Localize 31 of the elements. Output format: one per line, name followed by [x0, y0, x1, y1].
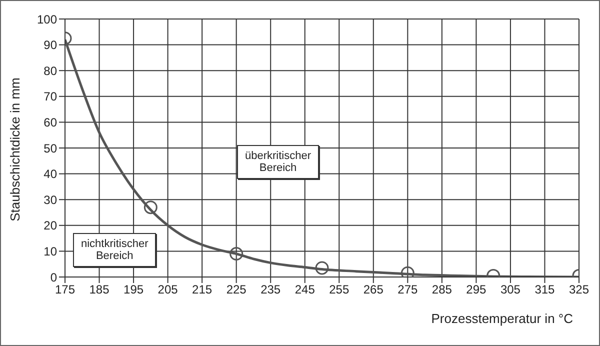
- x-tick-label: 225: [226, 282, 247, 297]
- y-tick-label: 40: [44, 167, 58, 182]
- x-tick-label: 315: [534, 282, 556, 297]
- x-tick-label: 255: [329, 282, 350, 297]
- x-tick-label: 245: [294, 282, 316, 297]
- y-tick-label: 50: [44, 141, 58, 156]
- x-tick-label: 265: [363, 282, 384, 297]
- x-tick-label: 285: [432, 282, 452, 297]
- y-tick-label: 20: [44, 218, 58, 233]
- y-axis-title: Staubschichtdicke in mm: [8, 77, 22, 221]
- x-tick-label: 185: [89, 282, 110, 297]
- x-tick-label: 205: [158, 282, 178, 297]
- x-axis-title: Prozesstemperatur in °C: [431, 311, 573, 326]
- x-tick-label: 325: [568, 282, 590, 297]
- annotation: überkritischer Bereich: [237, 145, 320, 179]
- x-tick-label: 215: [192, 282, 212, 297]
- y-tick-label: 30: [44, 192, 58, 207]
- annotation: nichtkritischer Bereich: [73, 233, 156, 267]
- y-tick-label: 100: [36, 12, 58, 26]
- y-tick-label: 60: [44, 115, 58, 130]
- x-tick-label: 195: [124, 282, 144, 297]
- y-tick-label: 80: [44, 64, 58, 78]
- x-tick-label: 295: [466, 282, 487, 297]
- x-tick-label: 275: [398, 282, 418, 297]
- y-tick-label: 90: [44, 38, 58, 52]
- x-tick-label: 175: [54, 282, 76, 297]
- y-tick-label: 0: [50, 270, 58, 284]
- x-tick-label: 235: [260, 282, 281, 297]
- y-tick-label: 70: [44, 90, 58, 104]
- y-tick-label: 10: [44, 244, 58, 258]
- x-tick-label: 305: [500, 282, 521, 297]
